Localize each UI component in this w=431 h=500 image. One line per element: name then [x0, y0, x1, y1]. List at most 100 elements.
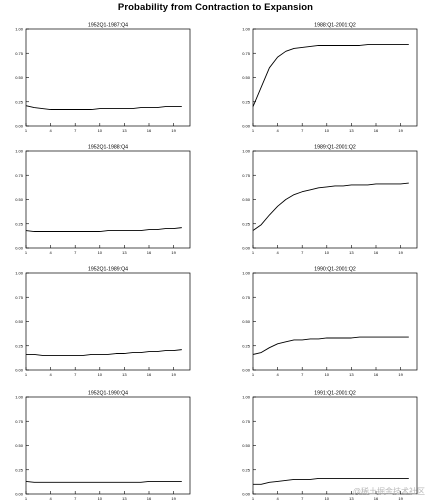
y-tick-label: 0.00: [242, 246, 251, 251]
y-tick-label: 0.00: [15, 492, 24, 497]
y-tick-label: 0.75: [15, 51, 24, 56]
plot-frame: [253, 397, 417, 494]
x-tick-label: 10: [325, 128, 330, 133]
y-tick-label: 0.25: [15, 343, 24, 348]
y-tick-label: 0.25: [242, 221, 251, 226]
x-tick-label: 13: [122, 372, 127, 377]
y-tick-label: 1.00: [15, 27, 24, 32]
series-line: [253, 337, 409, 354]
x-tick-label: 16: [147, 128, 152, 133]
panel-title: 1990:Q1-2001:Q2: [314, 267, 356, 273]
x-tick-label: 4: [276, 128, 279, 133]
x-tick-label: 7: [74, 250, 77, 255]
panel-4: 1989:Q1-2001:Q2 0.00 0.25 0.50 0.75 1.00 1 4 7 10…: [242, 145, 417, 256]
x-tick-label: 19: [171, 128, 176, 133]
y-tick-label: 0.25: [15, 99, 24, 104]
x-tick-label: 7: [301, 496, 304, 500]
x-tick-label: 19: [398, 250, 403, 255]
panel-5: 1952Q1-1989:Q40.000.250.500.751.001 4 7 10 1…: [15, 267, 190, 378]
y-tick-label: 0.75: [15, 419, 24, 424]
x-tick-label: 7: [301, 250, 304, 255]
series-line: [253, 183, 409, 231]
x-tick-label: 1: [25, 496, 28, 500]
x-tick-label: 4: [49, 372, 52, 377]
y-tick-label: 1.00: [15, 395, 24, 400]
x-tick-label: 4: [49, 128, 52, 133]
y-tick-label: 0.50: [242, 75, 251, 80]
y-tick-label: 1.00: [242, 271, 251, 276]
x-tick-label: 4: [276, 372, 279, 377]
y-tick-label: 0.75: [15, 173, 24, 178]
panel-title: 1952Q1-1988:Q4: [88, 145, 128, 151]
x-tick-label: 7: [301, 372, 304, 377]
plot-frame: [26, 29, 190, 126]
plot-frame: [253, 273, 417, 370]
panel-title: 1952Q1-1987:Q4: [88, 23, 128, 29]
x-tick-label: 16: [147, 372, 152, 377]
y-tick-label: 0.00: [15, 368, 24, 373]
x-tick-label: 4: [49, 496, 52, 500]
y-tick-label: 0.75: [242, 295, 251, 300]
x-tick-label: 7: [74, 128, 77, 133]
x-tick-label: 13: [349, 128, 354, 133]
x-tick-label: 1: [252, 496, 255, 500]
y-tick-label: 0.50: [15, 319, 24, 324]
y-tick-label: 0.50: [242, 319, 251, 324]
y-tick-label: 0.50: [15, 75, 24, 80]
x-tick-label: 4: [276, 250, 279, 255]
x-tick-label: 13: [122, 128, 127, 133]
y-tick-label: 0.50: [242, 443, 251, 448]
series-line: [253, 478, 409, 484]
x-tick-label: 19: [398, 372, 403, 377]
panel-3: 1952Q1-1988:Q40.000.250.500.751.001 4 7 10 1…: [15, 145, 190, 256]
panel-6: 1990:Q1-2001:Q2 0.00 0.25 0.50 0.75 1.00 1 4 7 10…: [242, 267, 417, 378]
plot-frame: [253, 29, 417, 126]
x-tick-label: 13: [349, 372, 354, 377]
plot-frame: [26, 151, 190, 248]
y-tick-label: 0.75: [15, 295, 24, 300]
panel-title: 1989:Q1-2001:Q2: [314, 145, 356, 151]
x-tick-label: 13: [349, 250, 354, 255]
panel-8: 1991:Q1-2001:Q2 0.00 0.25 0.50 0.75 1.00 1 4 7 10…: [242, 391, 417, 500]
x-tick-label: 10: [325, 250, 330, 255]
series-line: [26, 481, 182, 482]
y-tick-label: 0.50: [15, 443, 24, 448]
x-tick-label: 7: [74, 496, 77, 500]
x-tick-label: 13: [122, 250, 127, 255]
x-tick-label: 16: [147, 496, 152, 500]
panel-title: 1991:Q1-2001:Q2: [314, 391, 356, 397]
series-line: [253, 45, 409, 107]
x-tick-label: 19: [398, 128, 403, 133]
y-tick-label: 1.00: [15, 271, 24, 276]
panel-7: 1952Q1-1990:Q40.000.250.500.751.001 4 7 10 1…: [15, 391, 190, 500]
y-tick-label: 0.50: [242, 197, 251, 202]
x-tick-label: 4: [276, 496, 279, 500]
x-tick-label: 16: [374, 250, 379, 255]
y-tick-label: 0.25: [242, 343, 251, 348]
y-tick-label: 0.00: [242, 124, 251, 129]
y-tick-label: 0.75: [242, 173, 251, 178]
y-tick-label: 0.25: [15, 221, 24, 226]
y-tick-label: 0.50: [15, 197, 24, 202]
x-tick-label: 16: [147, 250, 152, 255]
panel-1: 1952Q1-1987:Q4 0.00 0.25 0.50 0.75 1.00 1 4 7 10 1…: [15, 23, 190, 134]
y-tick-label: 1.00: [15, 149, 24, 154]
x-tick-label: 1: [252, 128, 255, 133]
series-line: [26, 350, 182, 356]
y-tick-label: 0.00: [15, 246, 24, 251]
x-tick-label: 10: [98, 496, 103, 500]
y-tick-label: 1.00: [242, 27, 251, 32]
x-tick-label: 19: [171, 372, 176, 377]
y-tick-label: 0.75: [242, 419, 251, 424]
x-tick-label: 7: [74, 372, 77, 377]
x-tick-label: 10: [98, 372, 103, 377]
x-tick-label: 16: [374, 128, 379, 133]
panel-title: 1988:Q1-2001:Q2: [314, 23, 356, 29]
plot-frame: [26, 397, 190, 494]
x-tick-label: 13: [122, 496, 127, 500]
x-tick-label: 16: [374, 372, 379, 377]
series-line: [26, 228, 182, 232]
plot-frame: [253, 151, 417, 248]
x-tick-label: 1: [25, 372, 28, 377]
